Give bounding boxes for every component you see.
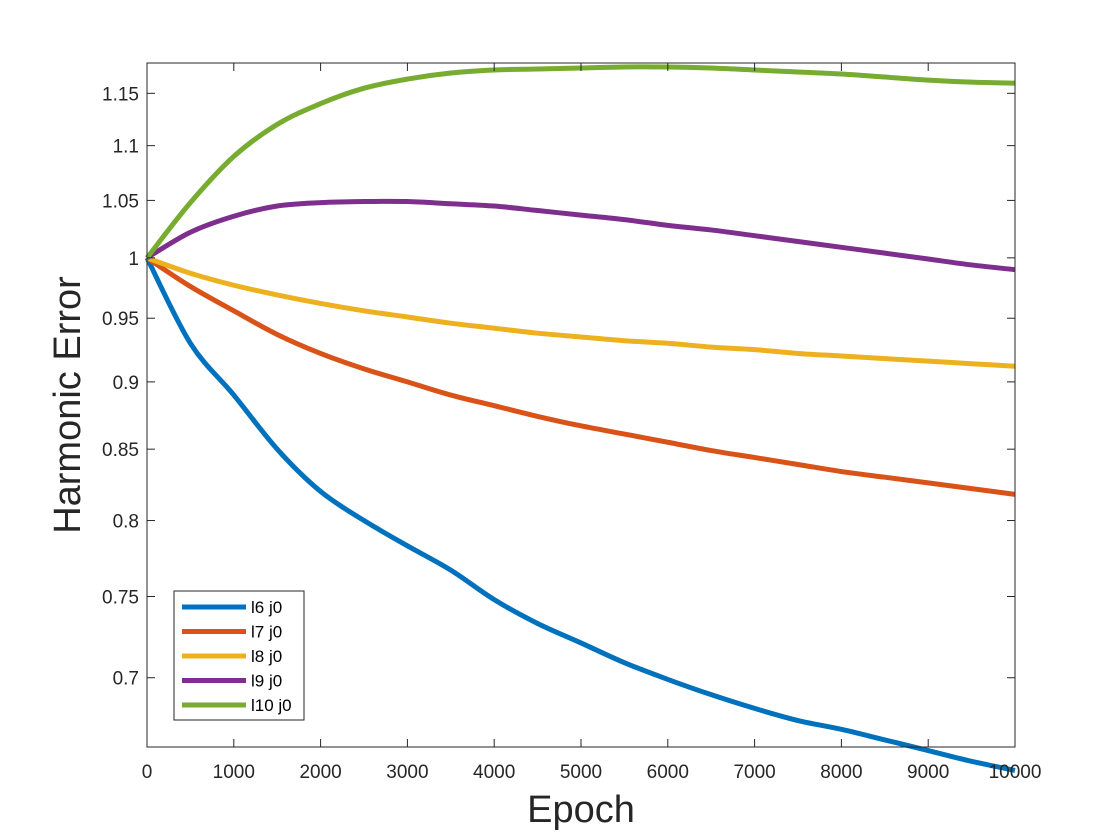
y-tick-label: 1.15 [102,84,139,105]
x-axis-ticks: 0 1000 2000 3000 4000 5000 6000 7000 8000 9000 100… [142,63,1042,783]
legend-label: l9 j0 [251,672,282,691]
x-tick-label: 2000 [299,762,341,783]
legend-label: l7 j0 [251,623,282,642]
legend-label: l10 j0 [251,696,292,715]
series-line-l8-j0 [146,255,1016,369]
y-tick-label: 0.8 [113,512,139,533]
x-tick-label: 3000 [386,762,428,783]
series-line-l9-j0 [145,198,1016,273]
y-tick-label: 1 [128,249,139,270]
x-tick-label: 6000 [647,762,689,783]
x-tick-label: 0 [142,762,153,783]
y-tick-label: 0.85 [102,440,139,461]
series-line-l7-j0 [145,255,1016,497]
x-tick-label: 1000 [213,762,255,783]
series-layer [144,64,1016,773]
legend: l6 j0 l7 j0 l8 j0 l9 j0 l10 j0 [173,590,305,721]
y-tick-label: 1.1 [113,137,139,158]
legend-label: l6 j0 [251,598,282,617]
x-tick-label: 7000 [733,762,775,783]
y-axis-title: Harmonic Error [47,276,89,534]
y-tick-label: 0.75 [102,588,139,609]
legend-label: l8 j0 [251,647,282,666]
series-line-l6-j0 [144,256,1016,773]
x-tick-label: 10000 [989,762,1042,783]
y-tick-label: 0.9 [113,373,139,394]
x-tick-label: 8000 [820,762,862,783]
x-axis-title: Epoch [527,789,635,831]
y-tick-label: 1.05 [102,191,139,212]
y-axis-ticks: 0.7 0.75 0.8 0.85 0.9 0.95 1 1.05 1.1 1.15 [102,84,1015,690]
x-tick-label: 4000 [473,762,515,783]
x-tick-label: 9000 [907,762,949,783]
y-tick-label: 0.95 [102,309,139,330]
y-tick-label: 0.7 [113,669,139,690]
x-tick-label: 5000 [560,762,602,783]
